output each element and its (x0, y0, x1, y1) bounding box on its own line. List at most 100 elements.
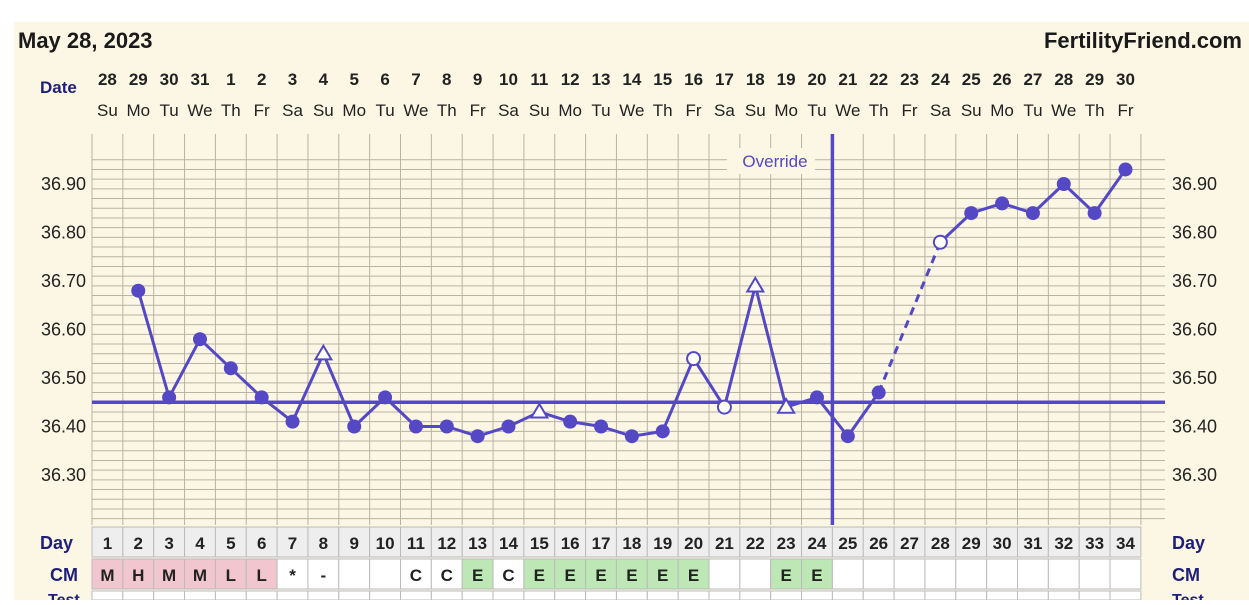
day-number: 3 (164, 534, 173, 553)
cm-cell (1047, 558, 1080, 590)
temperature-point (1025, 206, 1040, 221)
weekday-label: Fr (686, 101, 702, 120)
test-cell (739, 590, 772, 601)
test-cell (924, 590, 957, 601)
test-cell (1109, 590, 1142, 601)
date-header: 28 29 30 31 1 2 3 4 5 6 7 8 9 10 11 12 13 14 15 16 17 18 19 20 2… (97, 70, 1135, 120)
date-label: 5 (349, 70, 358, 89)
day-number: 25 (838, 534, 857, 553)
date-label: 12 (561, 70, 580, 89)
test-cell (338, 590, 371, 601)
weekday-label: We (835, 101, 860, 120)
test-cell (955, 590, 988, 601)
day-number: 4 (195, 534, 205, 553)
temperature-point-triangle (529, 401, 550, 419)
temperature-segment (229, 367, 263, 399)
weekday-label: Tu (807, 101, 826, 120)
temperature-segment (353, 396, 387, 428)
y-tick-label-right: 36.70 (1172, 271, 1217, 291)
test-cell (523, 590, 556, 601)
day-cell (184, 526, 216, 558)
weekday-label: Sa (714, 101, 735, 120)
weekday-label: Th (1085, 101, 1105, 120)
day-cell (862, 526, 895, 558)
cm-cell (184, 558, 216, 590)
date-label: 29 (1085, 70, 1104, 89)
date-label: 31 (191, 70, 210, 89)
weekday-label: Fr (254, 101, 270, 120)
date-label: 19 (777, 70, 796, 89)
test-cell (122, 590, 155, 601)
date-label: 16 (684, 70, 703, 89)
weekday-label: Fr (470, 101, 486, 120)
temperature-point-triangle (745, 275, 766, 293)
weekday-label: Fr (1117, 101, 1133, 120)
weekday-label: Tu (375, 101, 394, 120)
date-label: 3 (288, 70, 297, 89)
weekday-label: Tu (1023, 101, 1042, 120)
temperature-point (995, 196, 1010, 211)
weekday-label: Sa (498, 101, 519, 120)
cm-value: - (321, 566, 327, 585)
date-label: 30 (160, 70, 179, 89)
cm-value: C (441, 566, 453, 585)
day-number: 33 (1085, 534, 1104, 553)
y-tick-label-left: 36.50 (41, 368, 86, 388)
cm-cell (430, 558, 463, 590)
test-cell (214, 590, 247, 601)
date-label: 24 (931, 70, 950, 89)
weekday-label: Su (313, 101, 334, 120)
header-date: May 28, 2023 (18, 28, 153, 53)
y-tick-label-right: 36.40 (1172, 417, 1217, 437)
test-cell (1078, 590, 1111, 601)
cm-cell (585, 558, 617, 590)
cm-cell (153, 558, 186, 590)
temperature-segment (291, 353, 325, 423)
weekday-label: Tu (160, 101, 179, 120)
cm-cell (615, 558, 648, 590)
day-number: 7 (288, 534, 297, 553)
day-cell (400, 526, 432, 558)
day-number: 29 (962, 534, 981, 553)
day-number: 8 (319, 534, 328, 553)
test-cell (770, 590, 803, 601)
weekday-label: We (1051, 101, 1076, 120)
day-number: 10 (376, 534, 395, 553)
test-cell (276, 590, 309, 601)
temperature-segment (384, 396, 417, 428)
cm-cell (739, 558, 772, 590)
temperature-point (840, 429, 855, 444)
date-label: 9 (473, 70, 482, 89)
date-label: 29 (129, 70, 148, 89)
day-number: 26 (869, 534, 888, 553)
cm-value: M (193, 566, 207, 585)
date-label: 21 (838, 70, 857, 89)
cm-cell (986, 558, 1019, 590)
date-label: 11 (530, 70, 548, 89)
temperature-point (871, 385, 886, 400)
temperature-point (131, 283, 146, 298)
temperature-series (92, 134, 1165, 525)
weekday-label: Mo (774, 101, 798, 120)
day-number: 14 (499, 534, 518, 553)
weekday-label: We (619, 101, 644, 120)
cm-cell (245, 558, 278, 590)
date-label: 30 (1116, 70, 1135, 89)
weekday-label: Su (97, 101, 118, 120)
test-cell (554, 590, 587, 601)
day-number: 30 (993, 534, 1012, 553)
test-cell (1017, 590, 1049, 601)
day-number: 12 (437, 534, 456, 553)
cm-cell (554, 558, 587, 590)
weekday-label: Sa (282, 101, 303, 120)
cm-cell (708, 558, 741, 590)
temperature-segment (815, 396, 849, 438)
cm-value: C (410, 566, 422, 585)
day-cell (554, 526, 587, 558)
day-number: 18 (622, 534, 641, 553)
cm-cell (1017, 558, 1049, 590)
date-row-label: Date (40, 78, 77, 97)
test-cell (492, 590, 525, 601)
test-cell (585, 590, 617, 601)
